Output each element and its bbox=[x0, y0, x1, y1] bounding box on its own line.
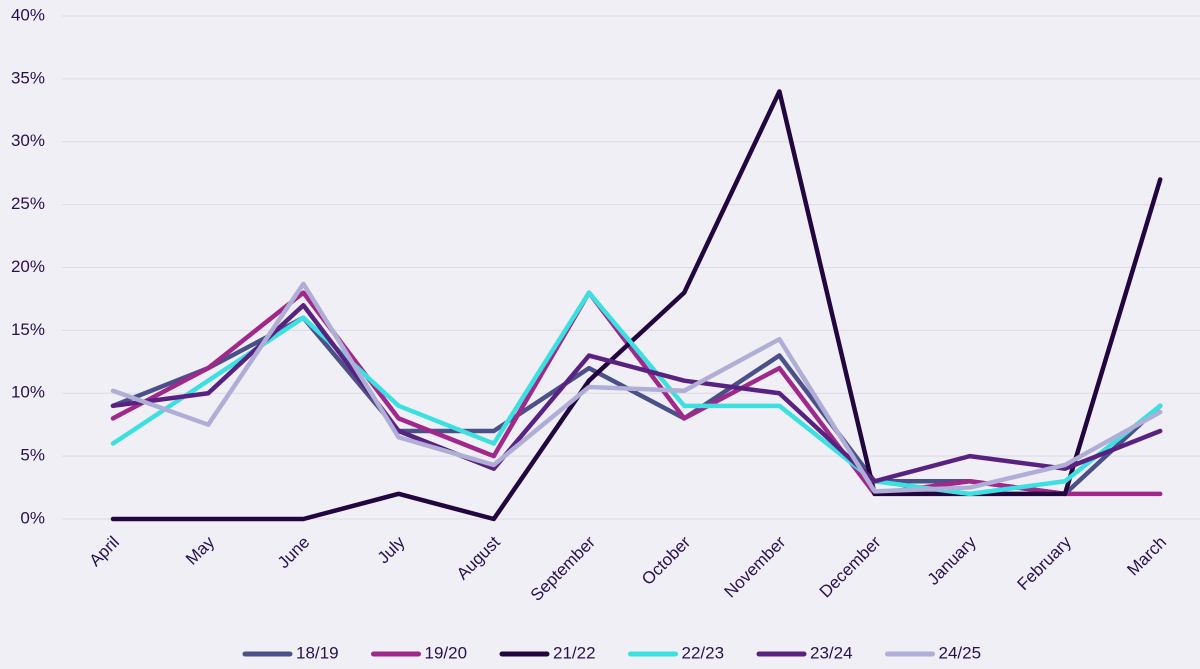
x-tick-label: July bbox=[374, 532, 409, 567]
y-tick-label: 40% bbox=[11, 5, 45, 24]
legend-label: 19/20 bbox=[425, 643, 468, 662]
x-tick-label: March bbox=[1123, 533, 1170, 580]
series-line bbox=[110, 281, 1163, 494]
y-tick-label: 35% bbox=[11, 68, 45, 87]
x-tick-label: October bbox=[638, 532, 694, 588]
y-tick-label: 30% bbox=[11, 131, 45, 150]
x-tick-label: December bbox=[816, 532, 885, 601]
legend-label: 23/24 bbox=[810, 643, 853, 662]
y-tick-label: 5% bbox=[20, 446, 45, 465]
legend-label: 24/25 bbox=[939, 643, 982, 662]
y-tick-label: 0% bbox=[20, 508, 45, 527]
legend-label: 22/23 bbox=[682, 643, 725, 662]
x-tick-label: September bbox=[527, 532, 599, 604]
y-tick-label: 20% bbox=[11, 257, 45, 276]
y-tick-label: 15% bbox=[11, 320, 45, 339]
x-tick-label: June bbox=[274, 533, 314, 573]
y-tick-label: 25% bbox=[11, 194, 45, 213]
series-line bbox=[110, 290, 1163, 497]
x-tick-label: November bbox=[721, 532, 790, 601]
series-line bbox=[110, 315, 1163, 497]
x-tick-label: February bbox=[1013, 532, 1075, 594]
series-line bbox=[110, 302, 1163, 484]
x-tick-label: August bbox=[453, 532, 504, 583]
legend-label: 18/19 bbox=[296, 643, 339, 662]
y-tick-label: 10% bbox=[11, 383, 45, 402]
x-tick-label: January bbox=[924, 532, 981, 589]
legend-label: 21/22 bbox=[553, 643, 596, 662]
x-tick-label: May bbox=[182, 532, 218, 568]
x-tick-label: April bbox=[86, 533, 123, 570]
series-line bbox=[110, 89, 1163, 522]
